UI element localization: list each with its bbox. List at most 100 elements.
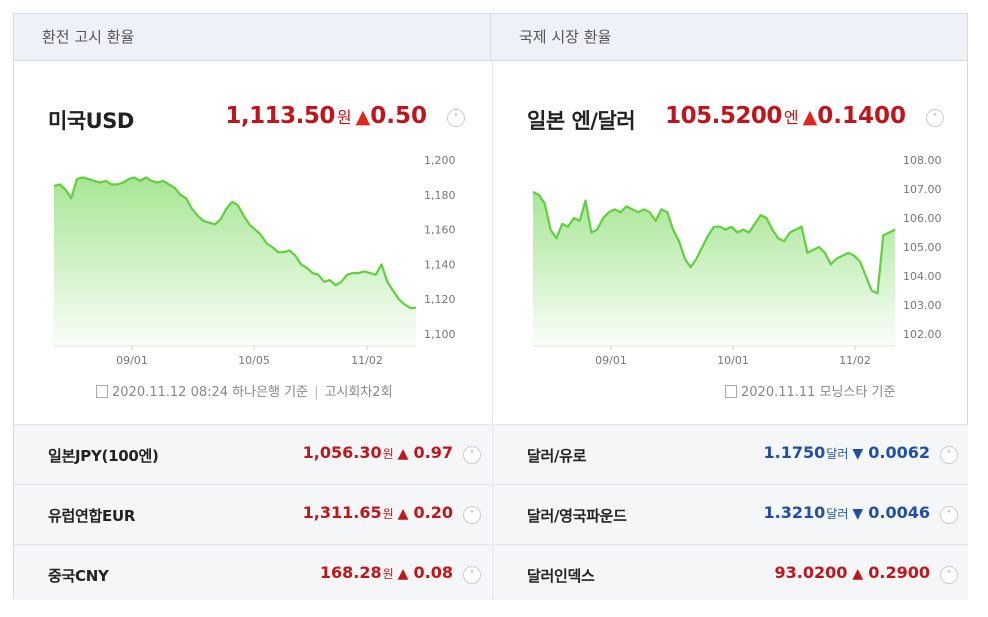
- row-quote: 1,311.65원 ▲ 0.20: [303, 503, 453, 522]
- x-tick-label: 10/05: [238, 354, 270, 367]
- source-text: 2020.11.12 08:24 하나은행 기준: [112, 385, 309, 400]
- row-quote: 1.1750달러 ▼ 0.0062: [764, 443, 930, 462]
- source-extra-text: 고시회차2회: [324, 385, 393, 400]
- row-value: 168.28: [319, 563, 382, 582]
- y-tick-label: 1,140: [424, 258, 456, 271]
- row-quote: 1,056.30원 ▲ 0.97: [303, 443, 453, 462]
- y-tick-label: 1,120: [424, 293, 456, 306]
- jpy-panel: 일본 엔/달러 105.5200 엔 ▲0.1400 ˄ 108.00 107.00 1…: [492, 61, 970, 423]
- currency-name: 일본 엔/달러: [527, 109, 636, 133]
- source-text: 2020.11.11 모닝스타 기준: [741, 385, 896, 400]
- row-quote: 1.3210달러 ▼ 0.0046: [764, 503, 930, 522]
- document-icon: [725, 385, 737, 398]
- series-line: [53, 176, 416, 309]
- row-unit: 원: [382, 507, 394, 521]
- document-icon: [96, 385, 108, 398]
- rate-change: 0.50: [370, 103, 427, 129]
- x-tick-label: 09/01: [595, 354, 627, 367]
- expand-icon[interactable]: ˅: [940, 566, 958, 584]
- usd-header: 미국USD 1,113.50 원 ▲0.50 ˄: [48, 103, 465, 137]
- rate-unit: 엔: [783, 108, 799, 127]
- row-name: 달러/영국파운드: [527, 507, 627, 525]
- jpy-source: 2020.11.11 모닝스타 기준: [725, 381, 895, 400]
- jpy-chart: 108.00 107.00 106.00 105.00 104.00 103.00 102.…: [532, 154, 942, 367]
- row-unit: 원: [382, 447, 394, 461]
- y-tick-label: 1,180: [424, 189, 456, 202]
- rate-change: 0.1400: [817, 103, 906, 129]
- row-unit: 달러: [826, 447, 849, 461]
- row-change: 0.0062: [868, 443, 930, 462]
- y-tick-label: 1,100: [424, 328, 456, 341]
- collapse-icon[interactable]: ˄: [447, 109, 465, 127]
- table-row[interactable]: 유럽연합EUR 1,311.65원 ▲ 0.20 ˅: [14, 484, 491, 544]
- up-arrow-icon: ▲: [852, 566, 864, 582]
- currency-name: 미국USD: [48, 109, 134, 133]
- row-unit: 원: [382, 567, 394, 581]
- tab-bar: 환전 고시 환율 국제 시장 환율: [14, 14, 967, 61]
- row-value: 1.1750: [763, 443, 826, 462]
- y-tick-label: 107.00: [903, 183, 942, 196]
- expand-icon[interactable]: ˅: [463, 506, 481, 524]
- y-tick-label: 108.00: [903, 154, 942, 167]
- area-fill: [533, 191, 895, 346]
- usd-panel: 미국USD 1,113.50 원 ▲0.50 ˄ 1,200 1,180 1,160 1,…: [14, 61, 491, 423]
- currency-quote: 1,113.50 원 ▲0.50: [225, 103, 427, 129]
- exchange-rate-widget: 환전 고시 환율 국제 시장 환율 미국USD 1,113.50 원 ▲0.50 ˄…: [13, 13, 970, 600]
- jpy-header: 일본 엔/달러 105.5200 엔 ▲0.1400 ˄: [527, 103, 944, 137]
- row-change: 0.08: [413, 563, 453, 582]
- rate-value: 105.5200: [665, 103, 782, 129]
- currency-quote: 105.5200 엔 ▲0.1400: [665, 103, 906, 129]
- y-tick-label: 103.00: [903, 299, 942, 312]
- y-tick-label: 104.00: [903, 270, 942, 283]
- table-row[interactable]: 일본JPY(100엔) 1,056.30원 ▲ 0.97 ˅: [14, 424, 491, 484]
- collapse-icon[interactable]: ˄: [926, 109, 944, 127]
- down-arrow-icon: ▼: [852, 506, 864, 522]
- row-name: 일본JPY(100엔): [48, 447, 159, 465]
- row-value: 1,311.65: [302, 503, 382, 522]
- table-row[interactable]: 달러/유로 1.1750달러 ▼ 0.0062 ˅: [492, 424, 968, 484]
- row-change: 0.97: [413, 443, 453, 462]
- series-line: [532, 190, 896, 295]
- rate-unit: 원: [336, 108, 352, 127]
- up-arrow-icon: ▲: [355, 106, 371, 128]
- usd-chart: 1,200 1,180 1,160 1,140 1,120 1,100 09/01 10/05…: [53, 154, 456, 367]
- row-change: 0.0046: [868, 503, 930, 522]
- rate-value: 1,113.50: [225, 103, 335, 129]
- tab-notice-rate[interactable]: 환전 고시 환율: [42, 28, 135, 46]
- y-tick-label: 102.00: [903, 328, 942, 341]
- tab-international-rate[interactable]: 국제 시장 환율: [490, 14, 967, 60]
- x-tick-label: 11/02: [839, 354, 871, 367]
- row-value: 1.3210: [763, 503, 826, 522]
- row-unit: 달러: [826, 507, 849, 521]
- up-arrow-icon: ▲: [802, 106, 818, 128]
- row-name: 유럽연합EUR: [48, 507, 136, 525]
- table-row[interactable]: 달러/영국파운드 1.3210달러 ▼ 0.0046 ˅: [492, 484, 968, 544]
- usd-source: 2020.11.12 08:24 하나은행 기준 | 고시회차2회: [96, 381, 393, 400]
- y-tick-label: 105.00: [903, 241, 942, 254]
- table-row[interactable]: 달러인덱스 93.0200 ▲ 0.2900 ˅: [492, 544, 968, 600]
- up-arrow-icon: ▲: [397, 506, 409, 522]
- up-arrow-icon: ▲: [397, 566, 409, 582]
- row-quote: 93.0200 ▲ 0.2900: [775, 563, 931, 582]
- row-name: 달러/유로: [527, 447, 587, 465]
- down-arrow-icon: ▼: [852, 446, 864, 462]
- row-name: 중국CNY: [48, 567, 109, 585]
- y-tick-label: 1,200: [424, 154, 456, 167]
- x-tick-label: 11/02: [351, 354, 383, 367]
- expand-icon[interactable]: ˅: [940, 446, 958, 464]
- y-tick-label: 1,160: [424, 224, 456, 237]
- x-tick-label: 10/01: [717, 354, 749, 367]
- table-row[interactable]: 중국CNY 168.28원 ▲ 0.08 ˅: [14, 544, 491, 600]
- row-quote: 168.28원 ▲ 0.08: [320, 563, 453, 582]
- expand-icon[interactable]: ˅: [463, 566, 481, 584]
- row-change: 0.2900: [868, 563, 930, 582]
- row-value: 1,056.30: [302, 443, 382, 462]
- y-tick-label: 106.00: [903, 212, 942, 225]
- row-name: 달러인덱스: [527, 567, 595, 585]
- expand-icon[interactable]: ˅: [940, 506, 958, 524]
- up-arrow-icon: ▲: [397, 446, 409, 462]
- area-fill: [54, 177, 416, 346]
- row-change: 0.20: [413, 503, 453, 522]
- x-tick-label: 09/01: [116, 354, 148, 367]
- expand-icon[interactable]: ˅: [463, 446, 481, 464]
